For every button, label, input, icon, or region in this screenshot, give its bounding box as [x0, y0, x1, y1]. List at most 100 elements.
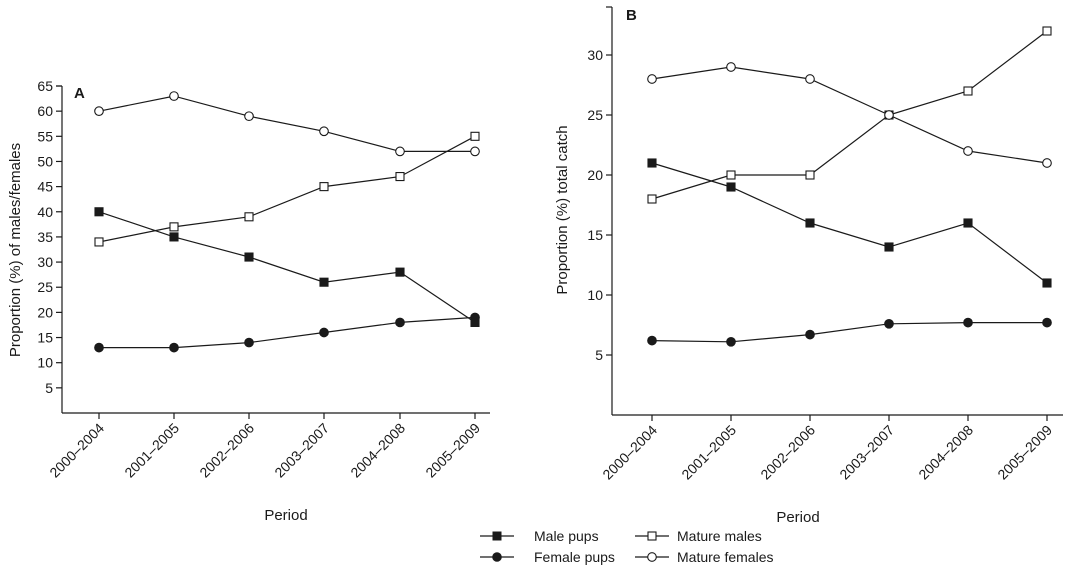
panel-a-x-tick-label: 2002–2006 [196, 420, 257, 481]
panel-b-x-tick-label: 2002–2006 [757, 422, 818, 483]
panel-a-y-tick-label: 30 [37, 254, 53, 270]
panel-b-point-mature-females [647, 74, 657, 84]
legend-item-female-pups: Female pups [480, 549, 615, 565]
panel-a-y-tick-label: 20 [37, 304, 53, 320]
panel-b-point-mature-males [647, 194, 657, 204]
panel-b-point-mature-females [805, 74, 815, 84]
panel-a-point-female-pups [319, 327, 329, 338]
panel-a-letter: A [74, 85, 85, 102]
legend-marker-male-pups [492, 531, 502, 541]
panel-b-letter: B [626, 7, 637, 24]
panel-a-y-tick-label: 65 [37, 78, 53, 94]
panel-a-x-tick-label: 2000–2004 [46, 420, 107, 481]
panel-b-point-female-pups [1042, 317, 1052, 328]
panel-b-y-axis-title: Proportion (%) total catch [554, 125, 571, 294]
panel-b-point-male-pups [1042, 278, 1052, 288]
panel-b-point-mature-females [963, 146, 973, 156]
panel-b-y-tick-label: 20 [587, 167, 603, 183]
panel-a-point-mature-females [319, 126, 329, 137]
panel-b-y-tick-label: 30 [587, 47, 603, 63]
panel-b-x-tick-label: 2000–2004 [599, 422, 660, 483]
panel-a-point-mature-males [244, 212, 254, 222]
panel-a-y-tick-label: 25 [37, 279, 53, 295]
panel-a-series-line-male-pups [98, 211, 476, 323]
panel-a-point-male-pups [319, 277, 329, 287]
panel-b-point-male-pups [963, 218, 973, 228]
panel-a-point-male-pups [94, 207, 104, 217]
panel-a-x-tick-label: 2005–2009 [422, 420, 483, 481]
panel-a-x-tick-label: 2004–2008 [347, 420, 408, 481]
panel-b-series-line-mature-females [651, 66, 1048, 164]
panel-a-y-tick-label: 45 [37, 179, 53, 195]
panel-a-chart: A Period Proportion (%) of males/females… [7, 78, 490, 524]
panel-b-x-tick-label: 2003–2007 [836, 422, 897, 483]
panel-a-point-mature-males [470, 131, 480, 141]
panel-b-point-female-pups [805, 329, 815, 340]
panel-a-point-female-pups [244, 337, 254, 348]
panel-a-point-female-pups [470, 312, 480, 323]
panel-a-series-line-mature-males [98, 135, 476, 243]
panel-b-series-line-female-pups [651, 322, 1047, 343]
legend-marker-female-pups [492, 552, 502, 562]
panel-b-point-female-pups [726, 336, 736, 347]
panel-b-x-tick-label: 2004–2008 [915, 422, 976, 483]
legend-marker-mature-females [647, 552, 657, 562]
panel-a-point-mature-females [395, 146, 405, 157]
panel-a-point-female-pups [169, 342, 179, 353]
panel-b-point-male-pups [647, 158, 657, 168]
panel-b-point-male-pups [726, 182, 736, 192]
panel-a-point-female-pups [94, 342, 104, 353]
panel-a-y-tick-label: 15 [37, 330, 53, 346]
panel-a-y-tick-label: 5 [45, 380, 53, 396]
panel-b-y-tick-label: 15 [587, 227, 603, 243]
panel-a-point-mature-females [169, 91, 179, 101]
panel-b-x-axis-title: Period [776, 509, 819, 526]
panel-b-point-mature-females [1042, 158, 1052, 168]
panel-a-point-mature-males [169, 222, 179, 232]
panel-a-point-mature-males [395, 172, 405, 182]
panel-b-point-mature-males [726, 170, 736, 180]
panel-a-series-line-mature-females [98, 95, 475, 152]
panel-a-series-line-female-pups [99, 316, 476, 349]
panel-a-point-mature-males [94, 237, 104, 247]
panel-a-y-tick-label: 50 [37, 153, 53, 169]
panel-b-point-male-pups [805, 218, 815, 228]
panel-a-y-axis-title: Proportion (%) of males/females [7, 143, 24, 357]
panel-b-series-line-male-pups [651, 162, 1048, 284]
panel-a-y-tick-label: 40 [37, 204, 53, 220]
panel-b-x-tick-label: 2001–2005 [678, 422, 739, 483]
panel-a-y-tick-label: 10 [37, 355, 53, 371]
panel-a-point-male-pups [169, 232, 179, 242]
panel-a-point-mature-females [470, 146, 480, 157]
legend-item-mature-males: Mature males [635, 528, 762, 544]
panel-b-point-female-pups [647, 335, 657, 346]
legend-item-male-pups: Male pups [480, 528, 599, 544]
panel-b-series-line-mature-males [651, 30, 1048, 200]
legend-label-male-pups: Male pups [534, 528, 599, 544]
panel-a-point-male-pups [244, 252, 254, 262]
legend-label-mature-females: Mature females [677, 549, 773, 565]
panel-a-point-mature-males [319, 182, 329, 192]
legend-label-female-pups: Female pups [534, 549, 615, 565]
panel-b-y-tick-label: 5 [595, 347, 603, 363]
panel-a-x-tick-label: 2001–2005 [121, 420, 182, 481]
panel-a-point-mature-females [94, 106, 104, 117]
panel-b-point-mature-females [884, 110, 894, 120]
panel-a-y-tick-label: 35 [37, 229, 53, 245]
panel-b-point-mature-males [805, 170, 815, 180]
panel-b-point-female-pups [963, 317, 973, 328]
panel-b-point-female-pups [884, 318, 894, 329]
legend: Male pups Mature males Female pups Matur… [480, 528, 773, 565]
legend-label-mature-males: Mature males [677, 528, 762, 544]
panel-a-x-axis-title: Period [264, 507, 307, 524]
panel-b-chart: B Period Proportion (%) total catch 5 10 1… [554, 6, 1063, 526]
panel-a-y-tick-label: 60 [37, 103, 53, 119]
panel-a-point-male-pups [395, 267, 405, 277]
panel-a-point-female-pups [395, 317, 405, 328]
panel-b-point-mature-males [963, 86, 973, 96]
panel-a-y-tick-label: 55 [37, 128, 53, 144]
panel-b-point-mature-females [726, 62, 736, 72]
panel-b-y-tick-label: 25 [587, 107, 603, 123]
legend-item-mature-females: Mature females [635, 549, 773, 565]
